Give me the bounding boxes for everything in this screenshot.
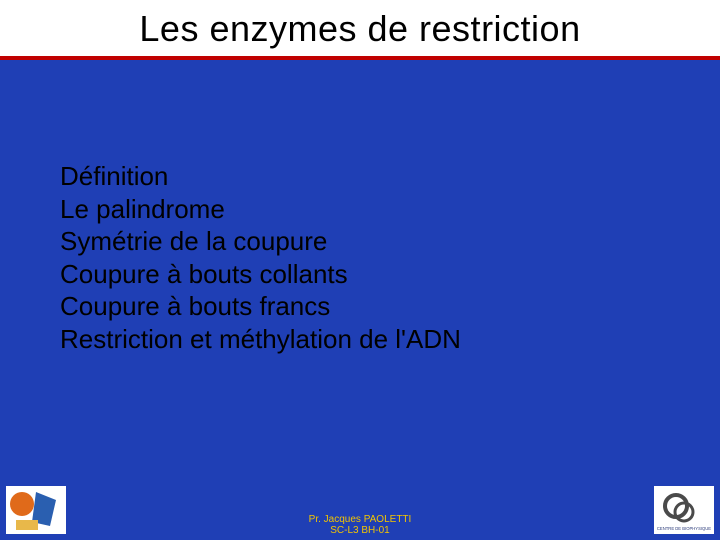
- footer: Pr. Jacques PAOLETTI SC-L3 BH-01: [309, 514, 412, 536]
- title-bar: Les enzymes de restriction: [0, 0, 720, 56]
- list-item: Définition: [60, 160, 461, 193]
- list-item: Coupure à bouts francs: [60, 290, 461, 323]
- list-item: Symétrie de la coupure: [60, 225, 461, 258]
- list-item: Restriction et méthylation de l'ADN: [60, 323, 461, 356]
- svg-text:CENTRE DE BIOPHYSIQUE: CENTRE DE BIOPHYSIQUE: [657, 526, 711, 531]
- logo-left: [6, 486, 66, 534]
- slide-title: Les enzymes de restriction: [0, 8, 720, 50]
- faculty-logo-icon: [6, 486, 66, 534]
- footer-author: Pr. Jacques PAOLETTI: [309, 514, 412, 525]
- centre-logo-icon: CENTRE DE BIOPHYSIQUE: [654, 486, 714, 534]
- footer-code: SC-L3 BH-01: [309, 525, 412, 536]
- slide: Les enzymes de restriction Définition Le…: [0, 0, 720, 540]
- list-item: Coupure à bouts collants: [60, 258, 461, 291]
- content-list: Définition Le palindrome Symétrie de la …: [60, 160, 461, 355]
- list-item: Le palindrome: [60, 193, 461, 226]
- logo-right: CENTRE DE BIOPHYSIQUE: [654, 486, 714, 534]
- title-underline: [0, 56, 720, 60]
